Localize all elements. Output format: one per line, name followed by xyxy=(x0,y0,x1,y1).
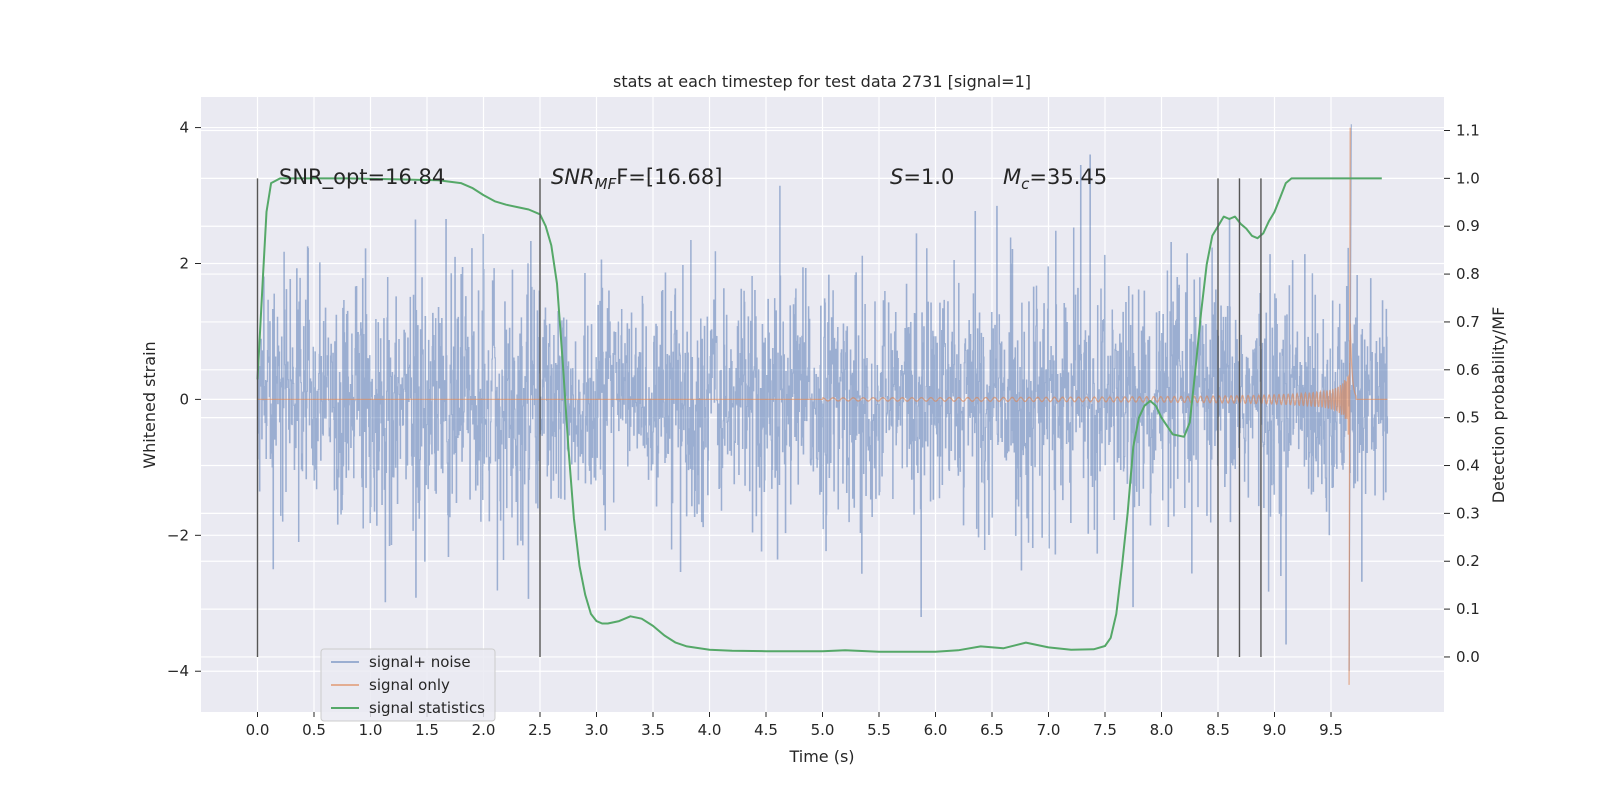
y2-tick-label: 0.5 xyxy=(1456,409,1480,427)
x-tick-label: 3.5 xyxy=(641,721,665,739)
y2-tick-label: 0.0 xyxy=(1456,648,1480,666)
x-tick-label: 9.0 xyxy=(1263,721,1287,739)
legend: signal+ noise signal only signal statist… xyxy=(320,648,496,722)
y-axis-label: Whitened strain xyxy=(140,341,159,468)
y2-tick-label: 1.0 xyxy=(1456,169,1480,187)
y-tick-label: −2 xyxy=(167,526,189,544)
x-tick-label: 6.5 xyxy=(980,721,1004,739)
y2-tick-label: 0.6 xyxy=(1456,361,1480,379)
y-tick-label: 2 xyxy=(179,254,189,272)
x-tick-label: 7.5 xyxy=(1093,721,1117,739)
y-tick-label: 0 xyxy=(179,390,189,408)
series-signal-statistics xyxy=(256,177,1382,653)
x-tick-label: 5.5 xyxy=(867,721,891,739)
x-tick-label: 4.5 xyxy=(754,721,778,739)
annotation-mc: Mc=35.45 xyxy=(1003,165,1107,193)
y-tick-label: 4 xyxy=(179,119,189,137)
annotations: SNR_opt=16.84 SNRMFF=[16.68] S=1.0 Mc=35… xyxy=(279,165,1107,193)
x-tick-label: 1.5 xyxy=(415,721,439,739)
y2-tick-label: 0.4 xyxy=(1456,457,1480,475)
legend-box xyxy=(320,648,496,722)
x-tick-label: 8.5 xyxy=(1206,721,1230,739)
tick-layer: 0.0 0.5 1.0 1.5 2.0 2.5 3.0 3.5 4.0 4.5 5.0 5.5 6.0 6… xyxy=(167,119,1480,739)
annotation-s: S=1.0 xyxy=(890,165,954,189)
legend-label-signal-statistics: signal statistics xyxy=(369,699,485,717)
y2-tick-label: 0.1 xyxy=(1456,600,1480,618)
x-tick-label: 1.0 xyxy=(359,721,383,739)
x-tick-label: 8.0 xyxy=(1150,721,1174,739)
y2-tick-label: 1.1 xyxy=(1456,122,1480,140)
y-tick-label: −4 xyxy=(167,662,189,680)
legend-label-signal-only: signal only xyxy=(369,676,450,694)
y2-tick-label: 0.2 xyxy=(1456,552,1480,570)
x-tick-label: 2.0 xyxy=(472,721,496,739)
y2-tick-label: 0.7 xyxy=(1456,313,1480,331)
vline-layer xyxy=(256,178,1262,657)
x-tick-label: 6.0 xyxy=(924,721,948,739)
series-layer xyxy=(256,124,1389,685)
series-signal-only xyxy=(256,127,1388,685)
annotation-snr-opt: SNR_opt=16.84 xyxy=(279,165,445,190)
x-tick-label: 2.5 xyxy=(528,721,552,739)
x-tick-label: 0.5 xyxy=(302,721,326,739)
chart-title: stats at each timestep for test data 273… xyxy=(613,72,1031,91)
x-axis-label: Time (s) xyxy=(788,747,854,766)
x-tick-label: 4.0 xyxy=(698,721,722,739)
y2-tick-label: 0.8 xyxy=(1456,265,1480,283)
y2-tick-label: 0.3 xyxy=(1456,504,1480,522)
legend-label-signal-noise: signal+ noise xyxy=(369,653,471,671)
annotation-snr-mf: SNRMFF=[16.68] xyxy=(551,165,722,193)
x-tick-label: 7.0 xyxy=(1037,721,1061,739)
x-tick-label: 0.0 xyxy=(246,721,270,739)
y2-axis-label: Detection probability/MF xyxy=(1489,307,1508,504)
x-tick-label: 5.0 xyxy=(811,721,835,739)
y2-tick-label: 0.9 xyxy=(1456,217,1480,235)
x-tick-label: 9.5 xyxy=(1319,721,1343,739)
x-tick-label: 3.0 xyxy=(585,721,609,739)
